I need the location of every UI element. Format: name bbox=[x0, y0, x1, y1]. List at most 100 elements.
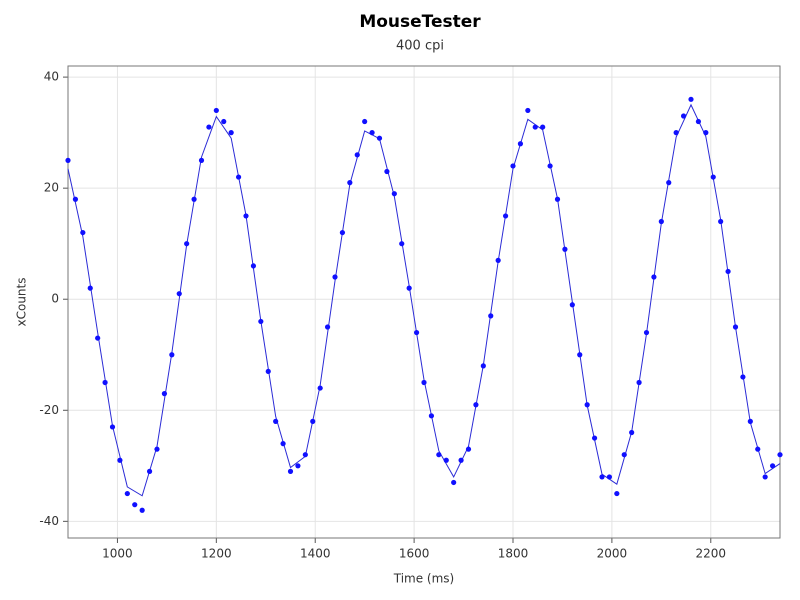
data-point bbox=[324, 324, 331, 330]
y-tick-label: 20 bbox=[44, 181, 59, 195]
data-point bbox=[629, 429, 635, 436]
data-point bbox=[302, 452, 308, 458]
data-point bbox=[680, 113, 687, 119]
x-tick-label: 1600 bbox=[399, 547, 430, 561]
data-point bbox=[362, 118, 368, 125]
data-point bbox=[688, 96, 694, 102]
plot-border bbox=[67, 65, 781, 539]
data-point bbox=[65, 157, 71, 163]
data-point bbox=[243, 213, 249, 219]
data-point bbox=[458, 457, 464, 463]
data-point bbox=[606, 474, 613, 480]
data-point bbox=[658, 218, 664, 225]
data-point bbox=[369, 130, 375, 136]
data-point bbox=[740, 374, 746, 380]
x-axis-label: Time (ms) bbox=[393, 572, 455, 586]
data-point bbox=[473, 402, 479, 408]
x-tick-label: 1400 bbox=[300, 547, 331, 561]
data-point bbox=[169, 352, 175, 358]
data-point bbox=[235, 174, 242, 180]
data-point bbox=[569, 302, 575, 308]
data-point bbox=[710, 174, 716, 180]
data-point bbox=[554, 196, 561, 202]
data-point bbox=[769, 463, 776, 469]
data-point bbox=[258, 318, 264, 325]
x-tick-label: 1200 bbox=[201, 547, 232, 561]
x-tick-label: 2200 bbox=[696, 547, 727, 561]
data-point bbox=[718, 218, 724, 225]
data-point bbox=[695, 118, 702, 125]
data-point bbox=[502, 213, 509, 219]
data-point bbox=[510, 163, 516, 169]
y-tick-label: -40 bbox=[39, 514, 59, 528]
data-point bbox=[391, 191, 397, 197]
data-point bbox=[339, 229, 346, 236]
data-point bbox=[198, 157, 205, 163]
data-point bbox=[428, 413, 435, 419]
data-point bbox=[146, 468, 153, 474]
data-point bbox=[599, 474, 605, 480]
data-point bbox=[636, 379, 642, 386]
data-point bbox=[517, 141, 524, 147]
data-point bbox=[643, 329, 650, 336]
data-point bbox=[184, 241, 190, 247]
data-point bbox=[154, 446, 160, 452]
data-point bbox=[614, 490, 620, 497]
x-tick-label: 1800 bbox=[498, 547, 529, 561]
data-point bbox=[651, 274, 657, 280]
data-point bbox=[562, 246, 568, 252]
data-point bbox=[354, 152, 360, 158]
data-point bbox=[547, 163, 553, 169]
data-point bbox=[80, 229, 86, 236]
data-point bbox=[399, 241, 405, 247]
chart-subtitle: 400 cpi bbox=[396, 39, 444, 54]
x-tick-label: 2000 bbox=[597, 547, 628, 561]
data-point bbox=[436, 452, 442, 458]
data-point bbox=[673, 130, 679, 136]
data-point bbox=[139, 507, 145, 513]
data-point bbox=[525, 107, 531, 114]
data-point bbox=[295, 463, 301, 469]
data-point bbox=[777, 452, 783, 458]
data-point bbox=[221, 118, 227, 125]
data-point bbox=[495, 257, 501, 263]
data-point bbox=[465, 446, 472, 452]
data-point bbox=[176, 291, 182, 297]
data-point bbox=[725, 268, 731, 275]
data-point bbox=[161, 391, 168, 397]
data-point bbox=[213, 107, 219, 114]
data-point bbox=[310, 418, 316, 424]
data-point bbox=[413, 329, 420, 336]
data-point bbox=[421, 379, 427, 386]
chart-title: MouseTester bbox=[359, 12, 481, 32]
data-point bbox=[755, 446, 761, 452]
data-point bbox=[287, 468, 294, 474]
data-point bbox=[532, 124, 538, 130]
data-point bbox=[109, 424, 116, 430]
plot-area bbox=[68, 66, 780, 538]
data-point bbox=[228, 130, 234, 136]
data-point bbox=[480, 363, 486, 369]
data-point bbox=[317, 385, 323, 391]
y-tick-label: 0 bbox=[51, 292, 59, 306]
y-tick-label: 40 bbox=[44, 70, 59, 84]
data-point bbox=[347, 180, 353, 186]
data-point bbox=[102, 379, 108, 386]
data-point bbox=[732, 324, 739, 330]
x-tick-label: 1000 bbox=[102, 547, 133, 561]
data-point bbox=[95, 335, 101, 341]
data-point bbox=[488, 313, 494, 319]
data-point bbox=[280, 441, 286, 447]
data-point bbox=[124, 490, 130, 497]
data-point bbox=[132, 502, 138, 508]
data-point bbox=[621, 452, 627, 458]
data-point bbox=[540, 124, 546, 130]
data-point bbox=[577, 352, 583, 358]
data-point bbox=[451, 479, 457, 486]
data-point bbox=[191, 196, 197, 202]
data-point bbox=[703, 130, 709, 136]
data-point bbox=[666, 180, 672, 186]
data-point bbox=[406, 285, 412, 291]
